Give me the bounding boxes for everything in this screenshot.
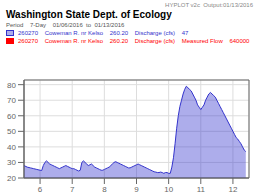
html-text:260270 Coweman R. nr Kelso 260: 260270 Coweman R. nr Kelso 260.20 Discha… xyxy=(18,30,189,36)
svg-text:10: 10 xyxy=(164,185,173,194)
svg-text:60: 60 xyxy=(8,112,17,121)
svg-text:12: 12 xyxy=(228,185,237,194)
html-text:Period 7-Day 01/06/2016 to 01/: Period 7-Day 01/06/2016 to 01/13/2016 xyxy=(6,22,125,28)
svg-text:11: 11 xyxy=(197,185,206,194)
svg-text:30: 30 xyxy=(8,158,17,167)
svg-text:20: 20 xyxy=(8,174,17,183)
svg-text:50: 50 xyxy=(8,127,17,136)
svg-text:6: 6 xyxy=(38,185,43,194)
svg-text:80: 80 xyxy=(8,81,17,90)
svg-text:9: 9 xyxy=(134,185,139,194)
svg-text:70: 70 xyxy=(8,96,17,105)
html-text:260270 Coweman R. nr Kelso 260: 260270 Coweman R. nr Kelso 260.20 Discha… xyxy=(18,38,250,44)
svg-text:40: 40 xyxy=(8,143,17,152)
svg-text:7: 7 xyxy=(70,185,75,194)
html-text:Washington State Dept. of Ecol: Washington State Dept. of Ecology xyxy=(6,9,172,20)
html-text:HYPLOT v2c Output:01/13/2016: HYPLOT v2c Output:01/13/2016 xyxy=(165,2,253,8)
svg-text:8: 8 xyxy=(102,185,107,194)
